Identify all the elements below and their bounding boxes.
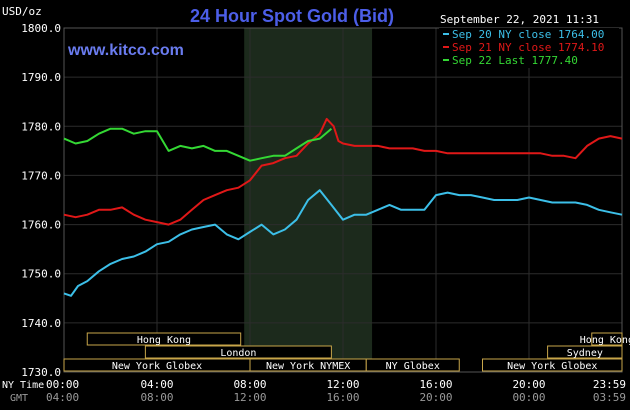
- y-tick-label: 1760.0: [21, 219, 61, 232]
- x-tick-label-ny: 12:00: [326, 378, 359, 391]
- market-band: [144, 345, 332, 359]
- x-tick-label-gmt: 20:00: [419, 391, 452, 404]
- y-axis: 1800.0 1790.0 1780.0 1770.0 1760.0 1750.0 1740…: [21, 22, 61, 379]
- x-tick-label-gmt: 12:00: [233, 391, 266, 404]
- legend-box: [439, 28, 619, 68]
- x-tick-label-ny: 04:00: [140, 378, 173, 391]
- x-tick-label-ny: 16:00: [419, 378, 452, 391]
- x-tick-label-gmt: 00:00: [512, 391, 545, 404]
- y-tick-label: 1790.0: [21, 71, 61, 84]
- x-axis: 00:0004:0004:0008:0008:0012:0012:0016:00…: [46, 378, 626, 404]
- x-tick-label-ny: 20:00: [512, 378, 545, 391]
- series-line-sep22: [63, 127, 333, 162]
- market-label: London: [220, 348, 256, 359]
- chart-title: 24 Hour Spot Gold (Bid): [190, 6, 394, 26]
- market-label: Hong Kong: [137, 335, 191, 346]
- gmt-label: GMT: [10, 393, 28, 404]
- x-tick-label-ny: 23:59: [593, 378, 626, 391]
- market-label: New York NYMEX: [266, 361, 350, 372]
- market-label: Sydney: [567, 348, 603, 359]
- legend-entry: Sep 20 NY close 1764.00: [452, 28, 604, 41]
- market-band: [86, 332, 242, 346]
- market-band: [482, 358, 623, 372]
- market-label: New York Globex: [507, 361, 597, 372]
- y-tick-label: 1800.0: [21, 22, 61, 35]
- x-tick-label-gmt: 16:00: [326, 391, 359, 404]
- x-tick-label-ny: 08:00: [233, 378, 266, 391]
- market-band: [547, 345, 623, 359]
- y-tick-label: 1730.0: [21, 366, 61, 379]
- market-label: NY Globex: [386, 361, 440, 372]
- series-line-sep21: [63, 117, 623, 226]
- market-band: [591, 332, 623, 346]
- y-tick-label: 1780.0: [21, 120, 61, 133]
- market-label: Hong Kong: [580, 335, 630, 346]
- market-label: New York Globex: [112, 361, 202, 372]
- timestamp: September 22, 2021 11:31: [440, 13, 599, 26]
- legend-entry: Sep 21 NY close 1774.10: [452, 41, 604, 54]
- series-line-sep20: [63, 189, 623, 297]
- ny-time-label: NY Time: [2, 380, 44, 391]
- y-tick-label: 1740.0: [21, 317, 61, 330]
- series-lines: [63, 117, 623, 297]
- y-tick-label: 1750.0: [21, 268, 61, 281]
- market-band: [365, 358, 460, 372]
- x-tick-label-gmt: 08:00: [140, 391, 173, 404]
- x-tick-label-gmt: 04:00: [46, 391, 79, 404]
- legend-entry: Sep 22 Last 1777.40: [452, 54, 578, 67]
- y-tick-label: 1770.0: [21, 169, 61, 182]
- market-hours-bands: Hong Kong Hong Kong London Sydney New York G…: [63, 332, 630, 372]
- website-link[interactable]: www.kitco.com: [67, 42, 184, 59]
- y-unit-label: USD/oz: [2, 5, 42, 18]
- x-tick-label-gmt: 03:59: [593, 391, 626, 404]
- x-tick-label-ny: 00:00: [46, 378, 79, 391]
- plot-border: [63, 27, 623, 373]
